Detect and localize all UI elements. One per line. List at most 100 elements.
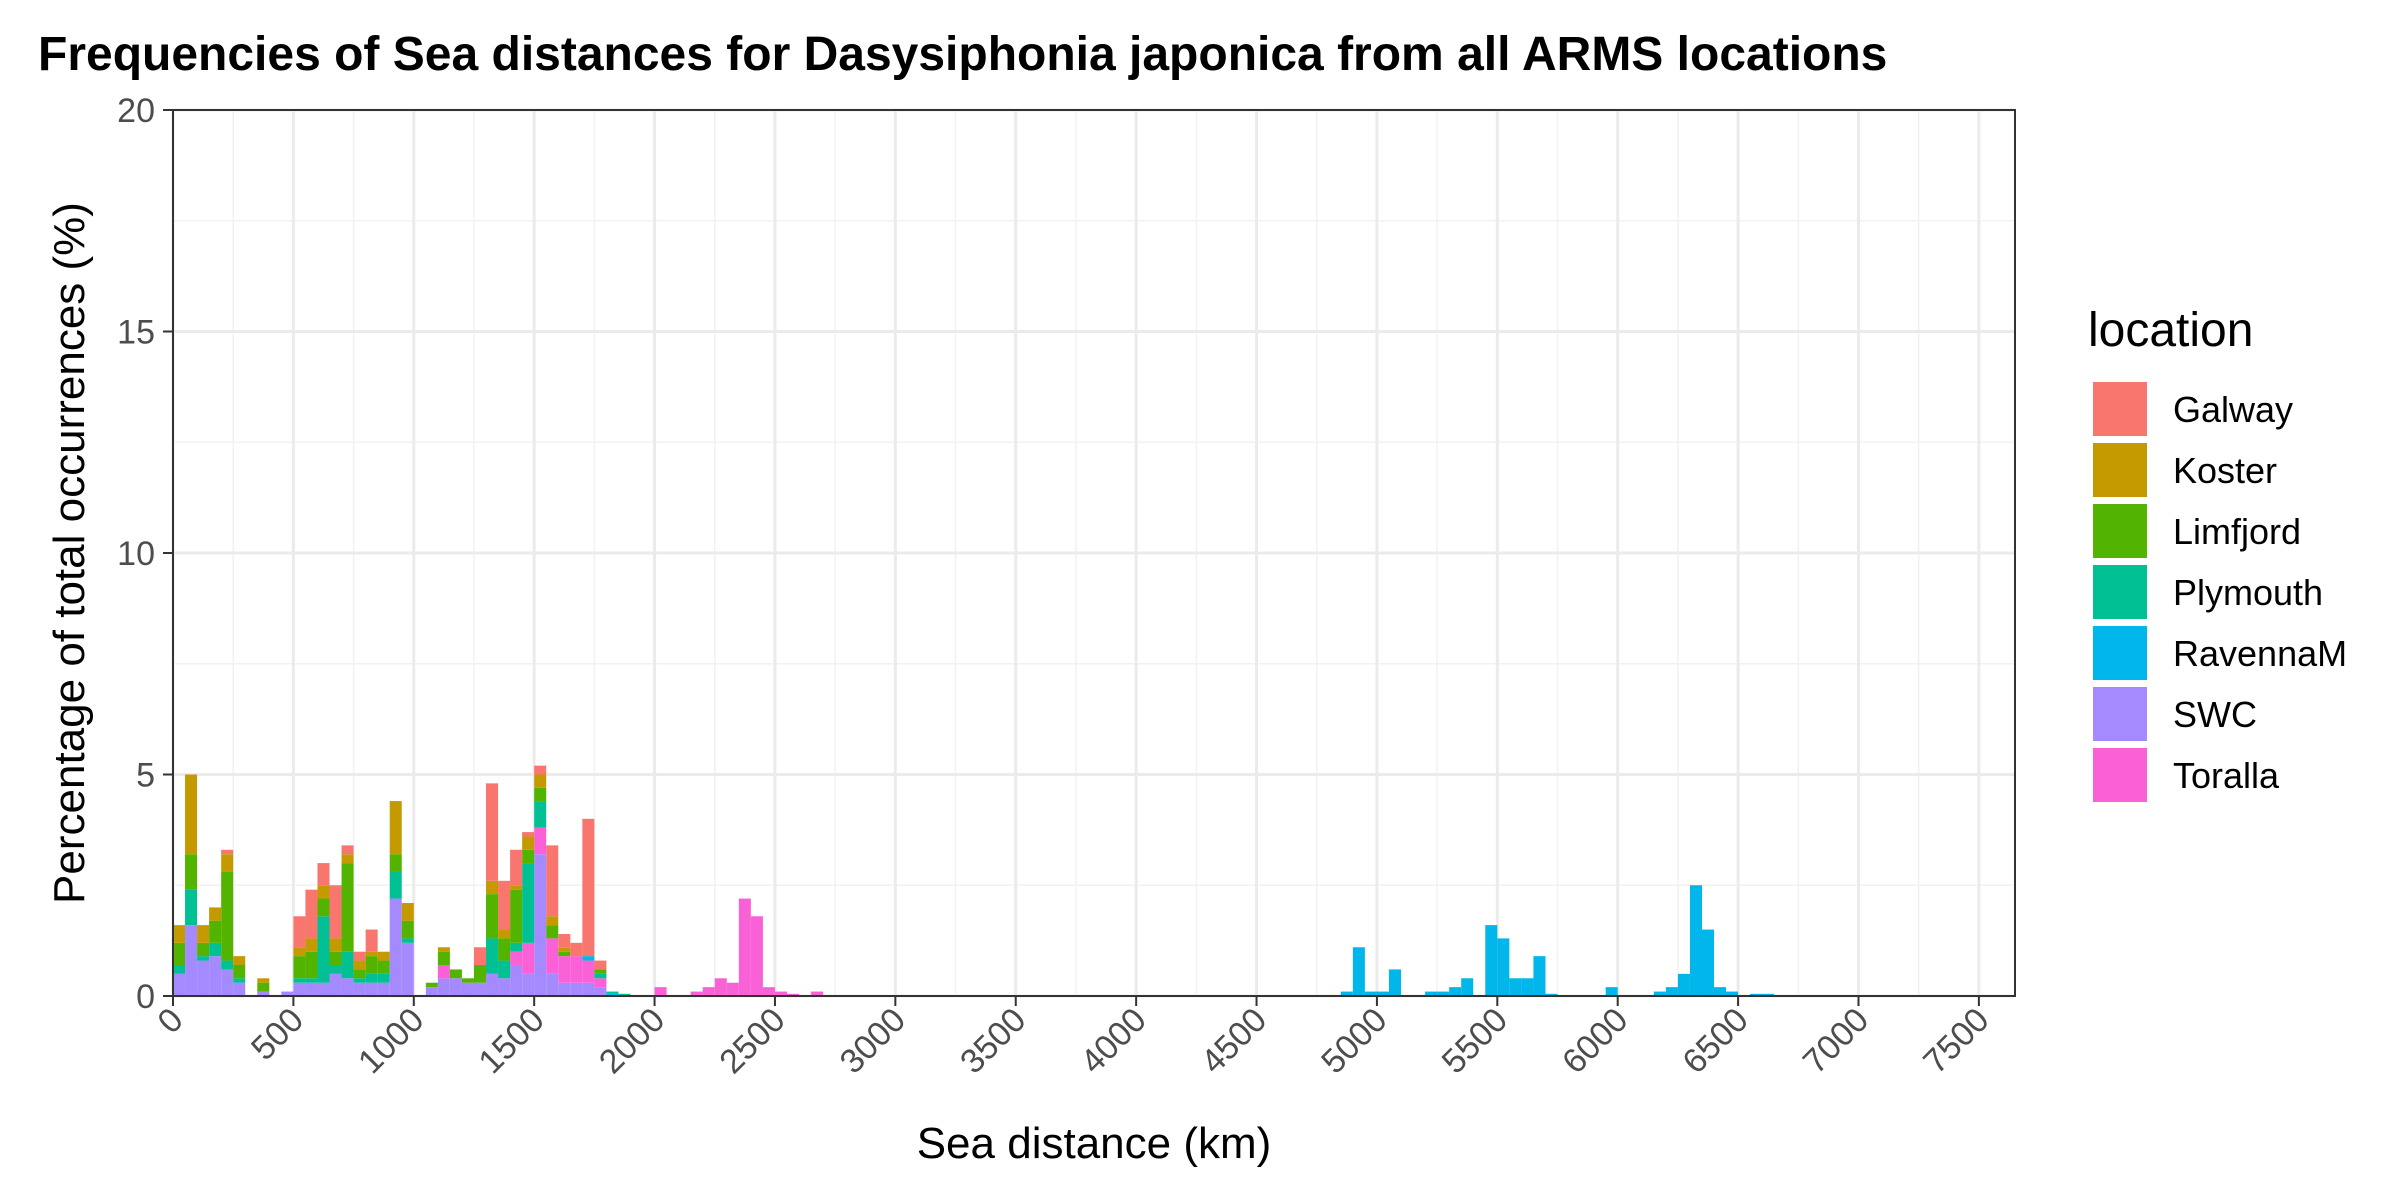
bar-galway bbox=[522, 832, 535, 837]
x-tick-label: 3000 bbox=[833, 1001, 913, 1081]
legend-label-limfjord: Limfjord bbox=[2173, 511, 2301, 552]
bar-plymouth bbox=[329, 964, 342, 974]
bar-galway bbox=[498, 880, 511, 930]
bar-plymouth bbox=[522, 863, 535, 943]
bar-limfjord bbox=[317, 898, 330, 917]
x-tick-label: 7000 bbox=[1796, 1001, 1876, 1081]
bar-plymouth bbox=[498, 960, 511, 979]
bar-galway bbox=[305, 889, 318, 939]
bar-galway bbox=[293, 916, 306, 948]
bar-swc bbox=[221, 969, 234, 996]
bar-plymouth bbox=[510, 942, 523, 952]
bar-galway bbox=[353, 951, 366, 961]
bar-swc bbox=[377, 982, 390, 996]
bar-galway bbox=[558, 933, 571, 948]
x-tick-label: 4500 bbox=[1194, 1001, 1274, 1081]
bar-limfjord bbox=[425, 982, 438, 988]
bars bbox=[173, 765, 1775, 996]
x-axis-ticks: 0 500 1000 1500 2000 2500 3000 3500 4000 4500 5000… bbox=[150, 996, 1997, 1081]
bar-galway bbox=[473, 947, 487, 965]
bar-koster bbox=[293, 947, 306, 957]
bar-limfjord bbox=[546, 925, 559, 939]
bar-limfjord bbox=[510, 889, 523, 943]
bar-ravennam bbox=[1509, 978, 1522, 996]
bar-ravennam bbox=[582, 956, 595, 961]
bar-plymouth bbox=[606, 991, 619, 994]
legend-label-toralla: Toralla bbox=[2173, 755, 2280, 796]
legend-label-ravennam: RavennaM bbox=[2173, 633, 2347, 674]
bar-toralla bbox=[690, 991, 703, 996]
bar-galway bbox=[365, 929, 378, 952]
x-tick-label: 0 bbox=[150, 1001, 190, 1041]
bar-limfjord bbox=[365, 956, 378, 974]
bar-swc bbox=[486, 973, 499, 996]
bar-koster bbox=[534, 774, 547, 788]
bar-galway bbox=[317, 863, 330, 886]
legend-swatch-galway bbox=[2093, 382, 2147, 436]
bar-limfjord bbox=[522, 849, 535, 864]
bar-galway bbox=[221, 849, 234, 855]
bar-koster bbox=[305, 938, 318, 952]
bar-plymouth bbox=[389, 871, 402, 899]
bar-koster bbox=[486, 880, 499, 895]
bar-ravennam bbox=[1689, 885, 1702, 996]
bar-ravennam bbox=[1364, 991, 1377, 996]
bar-plymouth bbox=[377, 973, 390, 983]
x-tick-label: 6500 bbox=[1675, 1001, 1755, 1081]
bar-toralla bbox=[702, 987, 715, 996]
x-tick-label: 7500 bbox=[1916, 1001, 1996, 1081]
bar-swc bbox=[546, 973, 559, 996]
bar-plymouth bbox=[185, 889, 198, 926]
bar-swc bbox=[197, 960, 210, 996]
legend-swatch-toralla bbox=[2093, 748, 2147, 802]
x-tick-label: 5500 bbox=[1435, 1001, 1515, 1081]
bar-limfjord bbox=[233, 964, 246, 979]
bar-limfjord bbox=[401, 920, 414, 939]
bar-swc bbox=[389, 898, 402, 996]
bar-limfjord bbox=[558, 951, 571, 957]
bar-koster bbox=[185, 774, 198, 855]
bar-galway bbox=[546, 845, 559, 917]
bar-limfjord bbox=[257, 982, 270, 992]
bar-swc bbox=[570, 982, 583, 996]
bar-ravennam bbox=[1714, 987, 1727, 996]
bar-plymouth bbox=[317, 916, 330, 983]
bar-plymouth bbox=[401, 938, 414, 943]
bar-limfjord bbox=[389, 854, 402, 872]
bar-toralla bbox=[522, 942, 535, 974]
bar-toralla bbox=[714, 978, 727, 996]
bar-ravennam bbox=[1449, 987, 1462, 996]
legend-label-galway: Galway bbox=[2173, 389, 2293, 430]
x-tick-label: 2000 bbox=[592, 1001, 672, 1081]
legend-swatch-koster bbox=[2093, 443, 2147, 497]
bar-plymouth bbox=[221, 960, 234, 970]
bar-koster bbox=[197, 925, 210, 943]
bar-limfjord bbox=[449, 969, 462, 979]
bar-limfjord bbox=[461, 978, 474, 983]
legend-label-swc: SWC bbox=[2173, 694, 2257, 735]
bar-ravennam bbox=[1425, 991, 1438, 996]
bar-koster bbox=[209, 907, 222, 921]
bar-limfjord bbox=[377, 960, 390, 974]
bar-toralla bbox=[738, 898, 751, 996]
legend-swatch-plymouth bbox=[2093, 565, 2147, 619]
bar-limfjord bbox=[486, 894, 499, 939]
bar-swc bbox=[317, 982, 330, 996]
bar-galway bbox=[486, 783, 499, 881]
legend-swatch-swc bbox=[2093, 687, 2147, 741]
bar-toralla bbox=[437, 964, 450, 979]
bar-limfjord bbox=[473, 964, 487, 983]
bar-galway bbox=[534, 765, 547, 775]
bar-plymouth bbox=[209, 942, 222, 957]
bar-koster bbox=[377, 951, 390, 961]
bar-limfjord bbox=[305, 951, 318, 979]
bar-plymouth bbox=[341, 951, 354, 979]
y-tick-label: 5 bbox=[136, 757, 155, 795]
bar-swc bbox=[558, 982, 571, 996]
bar-plymouth bbox=[534, 801, 547, 828]
bar-limfjord bbox=[329, 951, 342, 965]
bar-toralla bbox=[558, 956, 571, 983]
bar-ravennam bbox=[1701, 929, 1715, 996]
x-tick-label: 1500 bbox=[471, 1001, 551, 1081]
bar-ravennam bbox=[1376, 991, 1389, 996]
